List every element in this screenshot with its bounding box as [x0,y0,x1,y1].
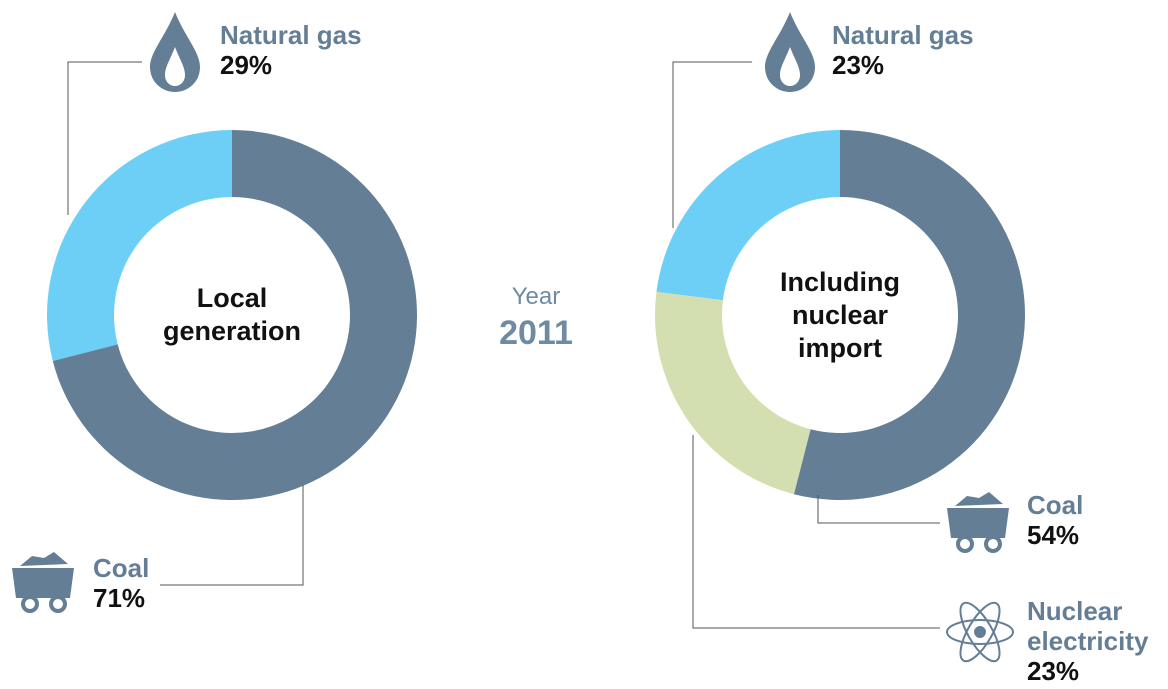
category-label: Natural gas [220,20,362,50]
category-label: Coal [1027,490,1084,520]
nuclear-icon [946,601,1014,663]
coal-icon [12,552,74,613]
donut-slice [656,130,840,301]
donut-slice [655,291,811,495]
value-label: 23% [832,50,885,80]
leader [817,495,940,524]
center-label: Including nuclear import [780,266,900,363]
value-label: 29% [220,50,273,80]
value-label: 23% [1027,656,1080,686]
donut-slice [793,130,1025,500]
icons [12,12,1014,663]
donut-slice [52,130,418,501]
leader [67,61,142,215]
category-label: Nuclear electricity [1027,596,1149,656]
donut-slice [46,130,232,362]
leader [692,435,940,629]
center-label: Local generation [162,283,302,346]
value-label: 54% [1027,520,1080,550]
category-label: Coal [93,553,150,583]
leader [672,61,752,228]
leader-lines [67,61,940,629]
gas-icon [150,12,200,92]
coal-icon [947,492,1009,553]
leader [160,485,304,586]
year: 2011 [499,314,573,352]
gas-icon [765,12,815,92]
category-label: Natural gas [832,20,974,50]
year-label: Year [511,283,561,310]
value-label: 71% [93,583,146,613]
